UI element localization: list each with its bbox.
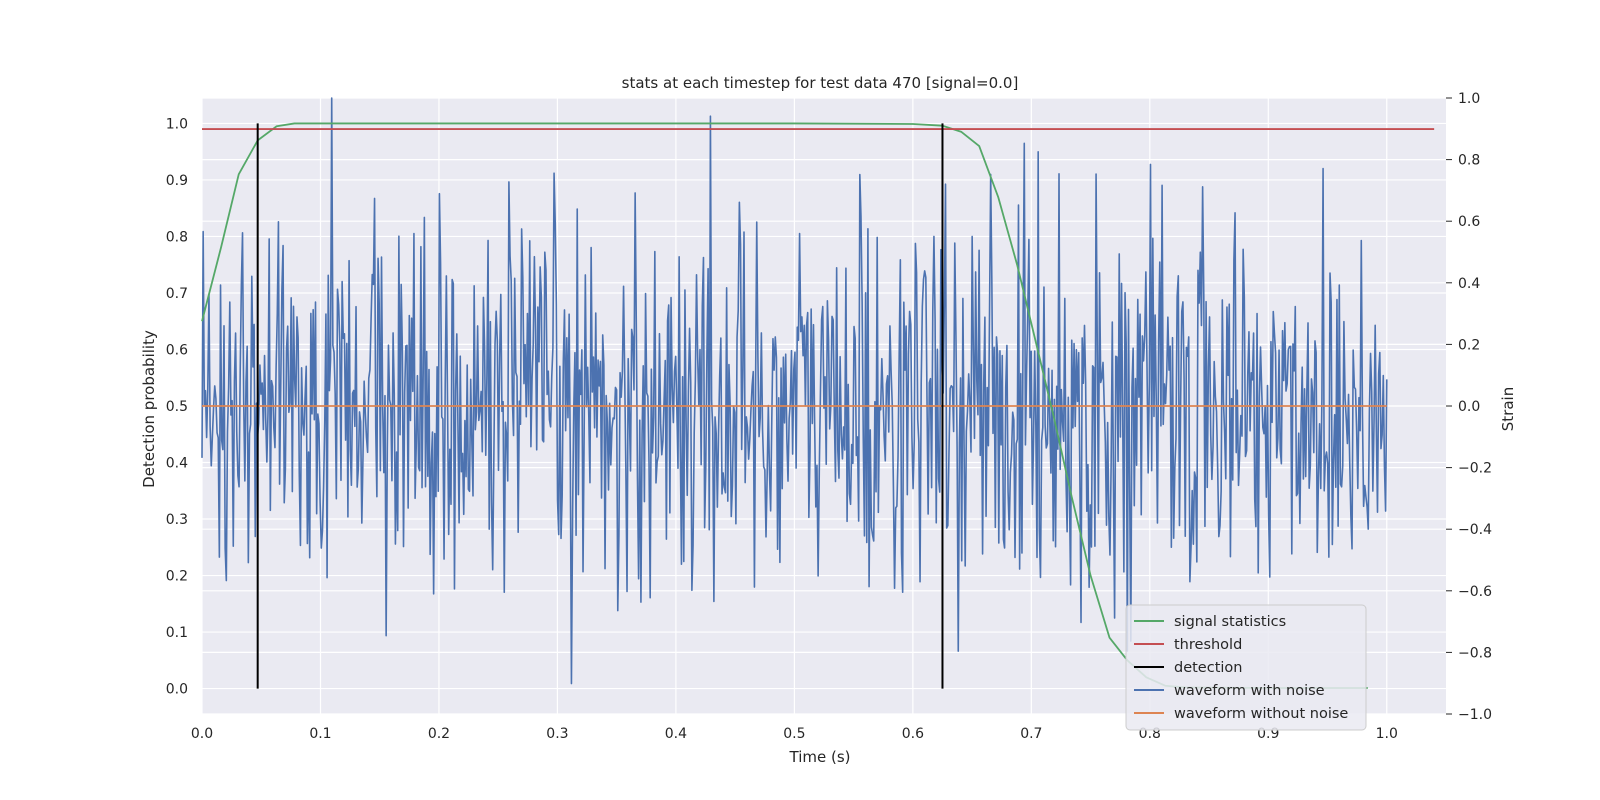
legend-entry: signal statistics [1174, 614, 1286, 630]
y-left-tick-label: 0.5 [166, 399, 188, 415]
legend-entry: waveform without noise [1174, 706, 1348, 722]
y-right-tick-label: −1.0 [1458, 707, 1492, 723]
waveform-with-noise-line [201, 97, 1388, 685]
y-left-tick-label: 0.1 [166, 625, 188, 641]
y-right-tick-label: 0.0 [1458, 399, 1480, 415]
y-right-tick-label: 0.2 [1458, 337, 1480, 353]
y-left-tick-label: 0.6 [166, 342, 188, 358]
tick-layer: 0.0 0.1 0.2 0.3 0.4 0.5 0.6 0.7 0.8 0.9 1.0 0.0 0.1 0… [166, 91, 1492, 742]
y-axis-label-left: Detection probability [140, 330, 158, 488]
legend: signal statistics threshold detection wavef… [1125, 604, 1367, 731]
legend-entry: waveform with noise [1174, 683, 1325, 699]
y-right-tick-label: 0.6 [1458, 214, 1480, 230]
y-right-tick-label: 0.8 [1458, 153, 1480, 169]
x-tick-label: 0.3 [546, 726, 568, 742]
y-left-tick-label: 0.3 [166, 512, 188, 528]
x-tick-label: 0.0 [191, 726, 213, 742]
y-axis-label-right: Strain [1499, 387, 1517, 431]
y-right-tick-label: −0.6 [1458, 584, 1492, 600]
x-tick-label: 0.2 [428, 726, 450, 742]
x-tick-label: 0.6 [902, 726, 924, 742]
x-tick-label: 1.0 [1376, 726, 1398, 742]
y-right-tick-label: −0.4 [1458, 522, 1492, 538]
y-right-tick-label: 1.0 [1458, 91, 1480, 107]
y-left-tick-label: 0.0 [166, 682, 188, 698]
y-left-tick-label: 1.0 [166, 116, 188, 132]
y-left-tick-label: 0.2 [166, 569, 188, 585]
x-tick-label: 0.1 [309, 726, 331, 742]
legend-entry: threshold [1174, 637, 1242, 653]
y-right-tick-label: −0.2 [1458, 461, 1492, 477]
legend-box [1125, 604, 1367, 731]
y-left-tick-label: 0.9 [166, 173, 188, 189]
y-right-tick-label: 0.4 [1458, 276, 1480, 292]
y-right-tick-label: −0.8 [1458, 645, 1492, 661]
x-tick-label: 0.4 [665, 726, 687, 742]
x-tick-label: 0.5 [783, 726, 805, 742]
legend-entry: detection [1174, 660, 1242, 676]
y-left-tick-label: 0.8 [166, 229, 188, 245]
x-tick-label: 0.7 [1020, 726, 1042, 742]
chart-title: stats at each timestep for test data 470… [622, 74, 1019, 92]
x-axis-label: Time (s) [789, 748, 851, 766]
y-left-tick-label: 0.7 [166, 286, 188, 302]
y-left-tick-label: 0.4 [166, 456, 188, 472]
